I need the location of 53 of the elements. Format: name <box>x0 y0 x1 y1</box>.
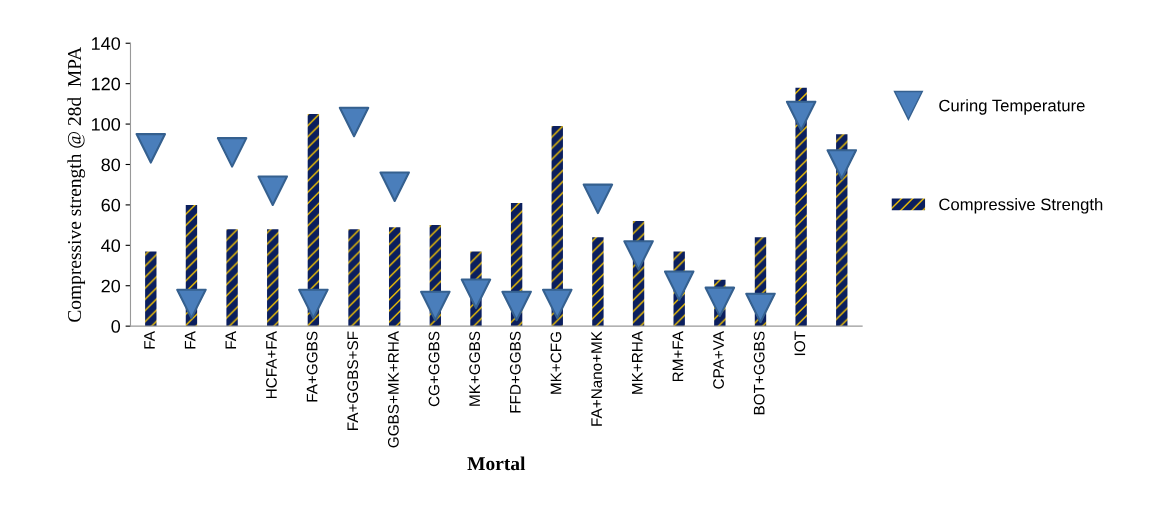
bar <box>592 237 604 327</box>
point <box>338 106 370 138</box>
y-tick-label: 100 <box>92 118 121 131</box>
bar <box>226 229 238 327</box>
legend-label: Curing Temperature <box>939 99 1085 115</box>
y-tick-label: 120 <box>92 77 121 91</box>
y-tick-label: 0 <box>111 320 121 333</box>
point <box>460 278 492 310</box>
point <box>379 171 410 202</box>
x-tick-label: RM+FA <box>672 331 684 382</box>
x-tick-label: IOT <box>794 331 806 356</box>
y-tick-label: 80 <box>101 158 121 172</box>
x-tick-label: CG+GGBS <box>428 331 440 407</box>
y-tick-label: 60 <box>101 198 121 212</box>
bar <box>267 229 279 327</box>
x-tick-label: MK+GGBS <box>469 331 481 406</box>
legend-label: Compressive Strength <box>939 198 1103 214</box>
y-tick-label: 140 <box>92 37 121 50</box>
x-tick-label: FA <box>184 331 196 349</box>
point <box>501 290 532 322</box>
x-tick-label: FFD+GGBS <box>509 331 521 413</box>
bar <box>388 227 401 327</box>
point <box>135 133 167 164</box>
point <box>826 149 858 180</box>
x-axis-title: Mortal <box>467 456 526 471</box>
bar <box>145 251 157 327</box>
point <box>745 292 776 324</box>
x-tick-label: FA+GGBS <box>306 331 318 402</box>
point <box>582 183 614 215</box>
point <box>298 288 329 320</box>
x-tick-label: HCFA+FA <box>266 331 277 399</box>
y-tick-label: 40 <box>101 239 121 253</box>
x-tick-label: GGBS+MK+RHA <box>387 331 399 448</box>
point <box>216 137 248 168</box>
x-tick-label: FA+Nano+MK <box>591 331 603 426</box>
y-tick-label: 20 <box>101 279 121 293</box>
point <box>541 288 573 320</box>
point <box>257 175 289 207</box>
x-tick-label: MK+RHA <box>631 331 643 394</box>
x-tick-label: BOT+GGBS <box>753 331 765 415</box>
point <box>176 288 207 320</box>
point <box>420 290 451 322</box>
y-axis-title: Compressive strength @ 28d MPA <box>67 46 86 322</box>
point <box>704 286 736 318</box>
point <box>623 240 654 271</box>
point <box>785 100 817 132</box>
x-tick-label: MK+CFG <box>550 332 562 394</box>
x-tick-label: CPA+VA <box>713 331 724 389</box>
x-tick-label: FA <box>225 331 237 349</box>
point <box>663 270 695 301</box>
x-tick-label: FA+GGBS+SF <box>347 331 359 430</box>
bar <box>348 229 360 327</box>
x-tick-label: FA <box>144 331 155 349</box>
